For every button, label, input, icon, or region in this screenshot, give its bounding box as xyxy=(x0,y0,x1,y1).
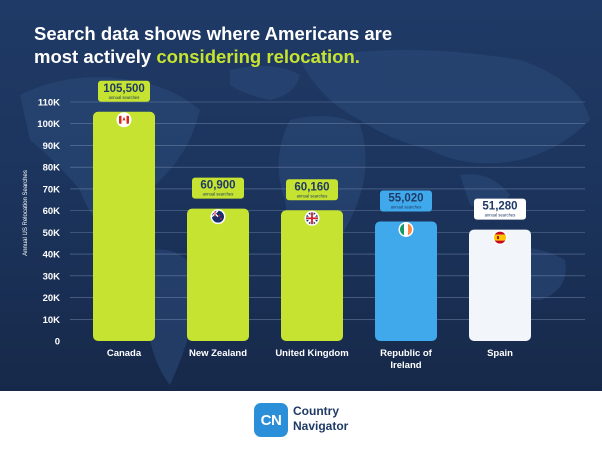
data-sublabel: annual searches xyxy=(391,204,422,209)
x-tick-label: Spain xyxy=(487,348,513,359)
y-tick-label: 70K xyxy=(43,184,61,195)
spain-flag-icon xyxy=(494,231,506,244)
bar-new-zealand xyxy=(187,208,249,341)
data-label: 60,160 xyxy=(294,181,329,193)
canada-flag-icon xyxy=(119,115,129,124)
bar-republic-of-ireland xyxy=(375,221,437,341)
x-tick-label: Canada xyxy=(107,348,142,359)
x-tick-label: Ireland xyxy=(390,360,421,371)
y-tick-label: 30K xyxy=(43,271,61,282)
bar-spain xyxy=(469,229,531,341)
y-tick-label: 10K xyxy=(43,315,61,326)
data-sublabel: annual searches xyxy=(109,95,140,100)
country-navigator-logo: CN xyxy=(254,403,288,437)
data-sublabel: annual searches xyxy=(297,193,328,198)
ireland-flag-icon xyxy=(400,223,412,236)
value-callout xyxy=(286,179,338,201)
y-tick-label: 110K xyxy=(38,98,60,109)
bar-chart: 0 10K 20K 30K 40K 50K 60K 70K 80K 90K 100K 110K 105,… xyxy=(37,80,585,371)
data-label: 51,280 xyxy=(482,201,517,213)
title-highlight: considering relocation. xyxy=(156,46,360,67)
brand-name: Country Navigator xyxy=(293,404,348,434)
value-callout xyxy=(474,198,526,220)
data-label: 60,900 xyxy=(200,180,235,192)
data-sublabel: annual searches xyxy=(485,213,516,218)
y-tick-label: 100K xyxy=(37,119,60,130)
brand-name-line-1: Country xyxy=(293,404,339,418)
y-tick-label: 90K xyxy=(43,141,61,152)
value-callout xyxy=(380,190,432,212)
title-line-2: most actively considering relocation. xyxy=(34,45,494,68)
x-tick-label: United Kingdom xyxy=(275,348,348,359)
bar-canada xyxy=(93,111,155,341)
footer: CN Country Navigator xyxy=(0,391,602,449)
y-tick-label: 40K xyxy=(43,250,61,261)
bar-united-kingdom xyxy=(281,210,343,341)
data-sublabel: annual searches xyxy=(203,192,234,197)
y-tick-label: 60K xyxy=(43,206,61,217)
data-label: 105,500 xyxy=(103,83,145,95)
y-tick-label: 80K xyxy=(43,163,61,174)
x-tick-label: New Zealand xyxy=(189,348,247,359)
chart-panel: Search data shows where Americans are mo… xyxy=(0,0,602,391)
y-tick-label: 50K xyxy=(43,228,61,239)
y-tick-label: 0 xyxy=(55,337,60,348)
uk-flag-icon xyxy=(306,212,318,225)
chart-title: Search data shows where Americans are mo… xyxy=(34,22,494,68)
title-line-2-prefix: most actively xyxy=(34,46,157,67)
data-label: 55,020 xyxy=(388,192,423,204)
brand-name-line-2: Navigator xyxy=(293,419,349,433)
new-zealand-flag-icon xyxy=(212,210,224,223)
title-line-1: Search data shows where Americans are xyxy=(34,23,393,44)
value-callout xyxy=(192,177,244,199)
value-callout xyxy=(98,80,150,102)
y-tick-label: 20K xyxy=(43,293,61,304)
x-tick-label: Republic of xyxy=(380,348,433,359)
